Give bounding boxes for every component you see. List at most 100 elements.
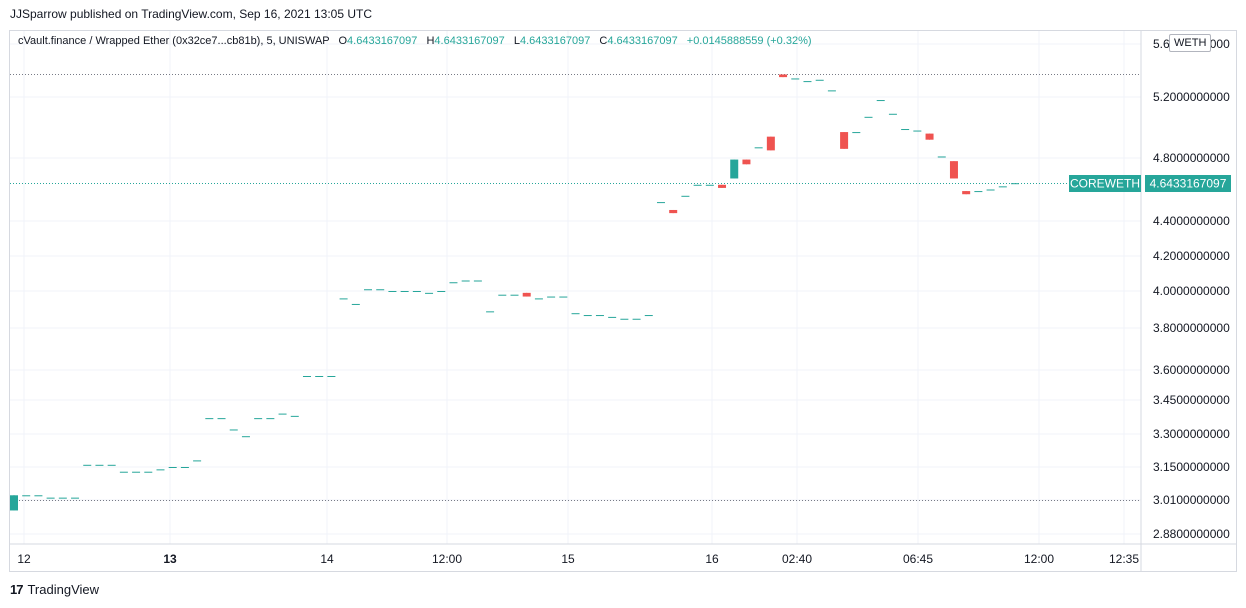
candle: [925, 133, 934, 140]
candle-body: [193, 460, 202, 462]
symbol-description: cVault.finance / Wrapped Ether (0x32ce7.…: [18, 35, 330, 47]
tradingview-brand[interactable]: 17 TradingView: [10, 582, 99, 597]
candle: [315, 376, 324, 377]
price-tick-label: 4.2000000000: [1153, 249, 1230, 263]
candle-body: [205, 418, 214, 420]
candle-body: [779, 74, 788, 78]
candle: [266, 418, 275, 420]
candle-body: [840, 132, 849, 149]
candle-body: [71, 497, 80, 499]
candle: [510, 294, 519, 296]
open-value: 4.6433167097: [347, 35, 418, 47]
candle-body: [229, 429, 238, 431]
candle: [656, 202, 665, 204]
candle: [718, 184, 727, 188]
high-label: H: [426, 35, 435, 47]
candle: [400, 291, 409, 292]
candle: [974, 191, 983, 193]
candle-body: [400, 291, 409, 292]
candle-body: [107, 464, 116, 466]
low-label: L: [513, 35, 520, 47]
currency-badge[interactable]: WETH: [1169, 34, 1212, 52]
candle: [58, 497, 67, 499]
candle: [595, 315, 604, 317]
candle: [498, 294, 507, 296]
candle: [864, 116, 873, 118]
candle-body: [522, 292, 531, 297]
candle: [290, 415, 299, 417]
candle: [620, 318, 629, 320]
candle: [327, 376, 336, 377]
candle: [10, 495, 18, 511]
change-value: +0.0145888559 (+0.32%): [686, 35, 812, 47]
candle-body: [10, 495, 18, 511]
candle: [83, 464, 92, 466]
candle: [95, 464, 104, 466]
time-tick-label: 02:40: [782, 552, 812, 566]
candle: [901, 129, 910, 131]
publication-line: JJSparrow published on TradingView.com, …: [10, 7, 372, 21]
time-tick-label: 06:45: [903, 552, 933, 566]
candle: [339, 298, 348, 300]
candle-body: [827, 90, 836, 92]
candle: [180, 467, 189, 468]
candle: [937, 156, 946, 158]
candle-body: [327, 376, 336, 377]
candle: [840, 132, 849, 149]
chart-frame: [9, 30, 1237, 572]
candle-body: [681, 195, 690, 197]
candle-body: [913, 130, 922, 132]
candle-body: [486, 311, 495, 313]
candle: [791, 78, 800, 80]
candle-body: [547, 296, 556, 298]
candle-body: [119, 471, 128, 473]
candle-body: [217, 418, 226, 420]
candle: [815, 79, 824, 81]
candle-body: [766, 136, 775, 151]
candle: [119, 471, 128, 473]
time-axis-labels: 12 13 14 12:00 15 16 02:40 06:45 12:00 12:35: [17, 552, 1139, 566]
candle-body: [644, 315, 653, 317]
candle: [949, 161, 958, 179]
candle: [742, 159, 751, 165]
candle-body: [998, 186, 1007, 188]
gridlines: [10, 31, 1141, 544]
price-tick-label: 4.4000000000: [1153, 214, 1230, 228]
candle-body: [1011, 183, 1019, 185]
candle: [437, 291, 446, 292]
candle: [986, 189, 995, 191]
price-axis-labels: 5.60000000005.20000000004.80000000004.40…: [1153, 37, 1230, 541]
time-tick-label: 12:00: [432, 552, 462, 566]
open-label: O: [338, 35, 348, 47]
candle-body: [351, 303, 360, 305]
price-tick-label: 4.0000000000: [1153, 284, 1230, 298]
candle: [241, 436, 250, 438]
candle-body: [302, 376, 311, 377]
time-tick-label: 12:00: [1024, 552, 1054, 566]
price-tick-label: 2.8800000000: [1153, 527, 1230, 541]
time-tick-label: 15: [561, 552, 575, 566]
candle-body: [266, 418, 275, 420]
candle: [144, 471, 153, 473]
candle: [583, 315, 592, 317]
candle: [852, 132, 861, 134]
candle-body: [241, 436, 250, 438]
candle: [217, 418, 226, 420]
candle-body: [83, 464, 92, 466]
candle-body: [949, 161, 958, 179]
candle-body: [449, 282, 458, 284]
candle: [486, 311, 495, 313]
candle: [754, 147, 763, 149]
candle: [229, 429, 238, 431]
candle: [913, 130, 922, 132]
brand-name: TradingView: [27, 582, 100, 597]
candle: [193, 460, 202, 462]
candle-body: [986, 189, 995, 191]
candle: [205, 418, 214, 420]
candle: [705, 184, 714, 186]
candle: [351, 303, 360, 305]
time-tick-label: 16: [705, 552, 719, 566]
candle-body: [803, 81, 812, 83]
candle: [559, 296, 568, 298]
